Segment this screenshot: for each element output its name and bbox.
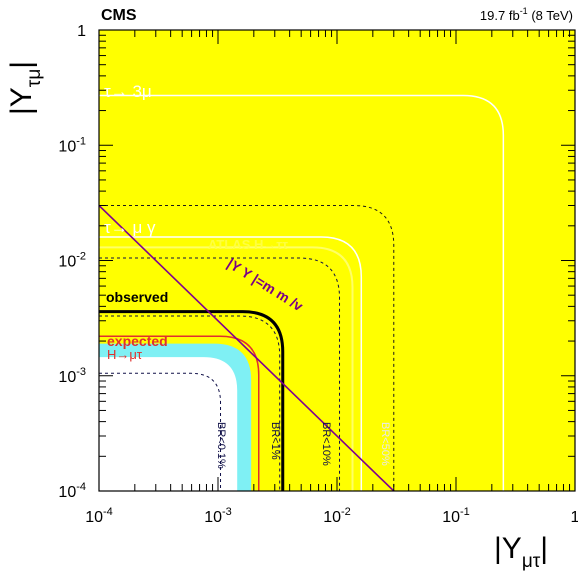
curve-atlas	[99, 246, 354, 491]
curve-observed	[99, 310, 285, 491]
x-axis-title: |Yμτ|	[494, 532, 548, 572]
x-tick-label: 10-2	[323, 506, 351, 526]
br-10-label: BR<10%	[320, 422, 332, 466]
experiment-label: CMS	[101, 7, 137, 24]
naturalness-curve	[99, 204, 395, 491]
luminosity-label: 19.7 fb-1 (8 TeV)	[480, 6, 573, 23]
y-tick-label: 10-1	[58, 135, 86, 155]
axis-tick-labels: 10-4 10-3 10-2 10-1 1 10-4 10-3 10-2 10-1 1	[58, 23, 578, 526]
curve-expected	[99, 335, 260, 491]
region-allowed	[99, 357, 238, 491]
curve-tau_mugamma	[99, 236, 363, 491]
atlas-label: ATLAS H→ττ	[208, 237, 288, 252]
x-tick-label: 10-1	[442, 506, 470, 526]
axis-ticks	[98, 30, 575, 492]
curve-tau_3mu	[99, 94, 505, 491]
naturalness-line	[99, 204, 395, 491]
region-expected-1sigma-inner	[99, 30, 575, 491]
y-tick-label: 10-4	[58, 481, 86, 501]
observed-label: observed	[106, 289, 168, 305]
br-50-label: BR<50%	[379, 422, 391, 466]
y-tick-label: 1	[77, 23, 86, 40]
x-tick-label: 10-3	[204, 506, 232, 526]
tau-3mu-label: τ→ 3μ	[104, 82, 152, 101]
curve-br50	[99, 205, 395, 491]
y-tick-label: 10-3	[58, 366, 86, 386]
y-tick-label: 10-2	[58, 251, 86, 271]
br-01-label: BR<0.1%	[215, 422, 227, 469]
y-axis-title: |Yτμ|	[5, 61, 45, 115]
exclusion-regions	[99, 30, 575, 491]
x-tick-label: 1	[571, 509, 578, 526]
limit-curves	[99, 94, 505, 491]
curve-br1	[99, 315, 281, 491]
br-1-label: BR<1%	[269, 422, 281, 460]
h-mutau-label: H→μτ	[107, 347, 143, 362]
tau-mugamma-label: τ→ μ γ	[104, 218, 156, 237]
x-tick-label: 10-4	[85, 506, 113, 526]
expected-label: expected	[107, 333, 168, 349]
curve-br01	[99, 372, 222, 491]
